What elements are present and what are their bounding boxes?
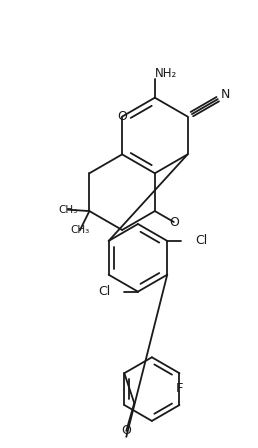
Text: CH₃: CH₃ [70, 225, 90, 235]
Text: F: F [176, 382, 183, 395]
Text: O: O [121, 424, 131, 437]
Text: N: N [221, 88, 230, 101]
Text: O: O [169, 215, 179, 228]
Text: CH₃: CH₃ [58, 205, 78, 215]
Text: NH₂: NH₂ [155, 67, 177, 80]
Text: O: O [117, 110, 127, 123]
Text: Cl: Cl [195, 234, 207, 247]
Text: Cl: Cl [98, 285, 110, 298]
